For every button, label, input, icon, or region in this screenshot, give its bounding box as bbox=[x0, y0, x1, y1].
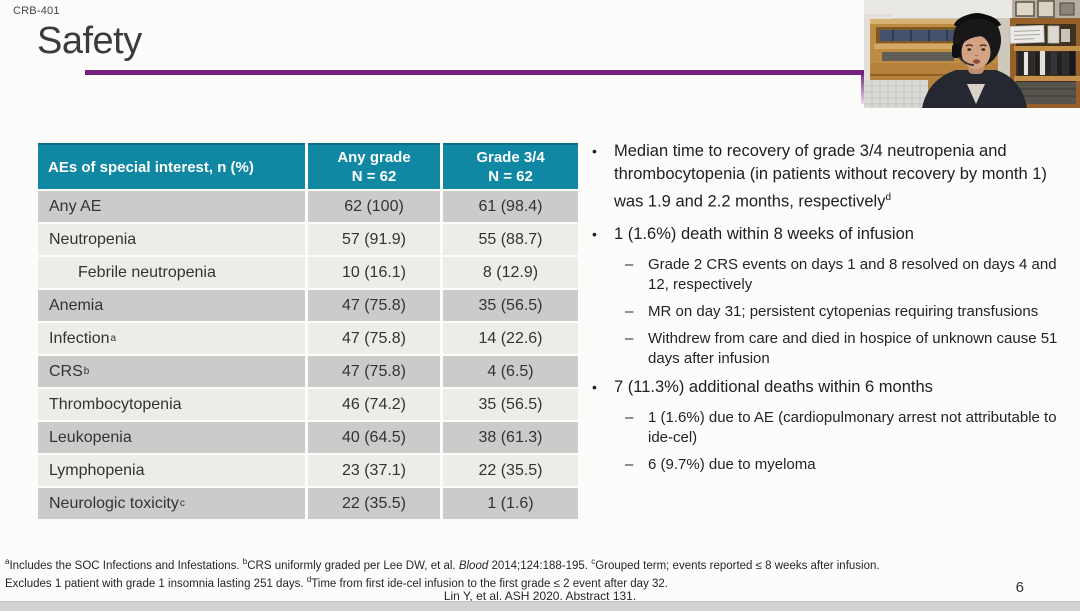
table-cell: 14 (22.6) bbox=[443, 323, 578, 354]
headset-earpiece bbox=[952, 44, 961, 58]
program-label: CRB-401 bbox=[13, 5, 60, 17]
page-number: 6 bbox=[1015, 579, 1024, 596]
sub-bullet-item: – Grade 2 CRS events on days 1 and 8 res… bbox=[625, 255, 1057, 293]
table-cell: 8 (12.9) bbox=[443, 257, 578, 288]
table-cell: 22 (35.5) bbox=[443, 455, 578, 486]
dash-icon: – bbox=[625, 329, 634, 347]
table-row-label: Anemia bbox=[38, 290, 305, 321]
bookshelf bbox=[1009, 18, 1080, 108]
sub-bullet-item: – 1 (1.6%) due to AE (cardiopulmonary ar… bbox=[625, 408, 1057, 446]
table-row-label: CRS b bbox=[38, 356, 305, 387]
table-cell: 4 (6.5) bbox=[443, 356, 578, 387]
bullet-icon: • bbox=[592, 143, 597, 159]
table-cell: 47 (75.8) bbox=[308, 323, 440, 354]
table-row-label: Infection a bbox=[38, 323, 305, 354]
table-cell: 55 (88.7) bbox=[443, 224, 578, 255]
table-cell: 57 (91.9) bbox=[308, 224, 440, 255]
face bbox=[961, 35, 991, 69]
table-row-label: Neutropenia bbox=[38, 224, 305, 255]
table-row-label: Any AE bbox=[38, 191, 305, 222]
divider-artifact bbox=[861, 72, 864, 104]
dash-icon: – bbox=[625, 302, 634, 320]
table-cell: 35 (56.5) bbox=[443, 290, 578, 321]
footnote-line-2: Excludes 1 patient with grade 1 insomnia… bbox=[5, 574, 668, 590]
table-cell: 62 (100) bbox=[308, 191, 440, 222]
letterbox-strip bbox=[0, 601, 1080, 611]
bullet-item: • 1 (1.6%) death within 8 weeks of infus… bbox=[592, 223, 1076, 246]
table-cell: 46 (74.2) bbox=[308, 389, 440, 420]
page-title: Safety bbox=[37, 20, 142, 62]
table-cell: 47 (75.8) bbox=[308, 290, 440, 321]
ae-table: AEs of special interest, n (%) Any grade… bbox=[38, 143, 578, 519]
dash-icon: – bbox=[625, 455, 634, 473]
headset-band bbox=[953, 13, 1002, 28]
table-row-label: Neurologic toxicity c bbox=[38, 488, 305, 519]
table-cell: 35 (56.5) bbox=[443, 389, 578, 420]
table-row-label: Lymphopenia bbox=[38, 455, 305, 486]
bullet-icon: • bbox=[592, 225, 597, 242]
table-header-grade34: Grade 3/4 N = 62 bbox=[443, 143, 578, 189]
table-cell: 23 (37.1) bbox=[308, 455, 440, 486]
dash-icon: – bbox=[625, 408, 634, 426]
table-row-label: Leukopenia bbox=[38, 422, 305, 453]
table-cell: 10 (16.1) bbox=[308, 257, 440, 288]
footnote-line-1: aIncludes the SOC Infections and Infesta… bbox=[5, 557, 880, 572]
presenter bbox=[922, 13, 1027, 108]
table-cell: 22 (35.5) bbox=[308, 488, 440, 519]
headset-mic bbox=[958, 56, 975, 66]
chair-mesh bbox=[864, 80, 928, 108]
bullet-icon: • bbox=[592, 378, 597, 395]
title-divider bbox=[85, 70, 864, 75]
bullet-item: • Median time to recovery of grade 3/4 n… bbox=[592, 140, 1076, 214]
bullet-item: • 7 (11.3%) additional deaths within 6 m… bbox=[592, 376, 1076, 399]
table-cell: 47 (75.8) bbox=[308, 356, 440, 387]
table-cell: 40 (64.5) bbox=[308, 422, 440, 453]
key-points: • Median time to recovery of grade 3/4 n… bbox=[592, 140, 1076, 482]
table-cell: 38 (61.3) bbox=[443, 422, 578, 453]
presenter-webcam bbox=[864, 0, 1080, 108]
table-row-label: Thrombocytopenia bbox=[38, 389, 305, 420]
sub-bullet-item: – 6 (9.7%) due to myeloma bbox=[625, 455, 816, 473]
table-row-label: Febrile neutropenia bbox=[38, 257, 305, 288]
citation: Lin Y, et al. ASH 2020. Abstract 131. bbox=[443, 589, 637, 603]
footnotes: aIncludes the SOC Infections and Infesta… bbox=[5, 556, 1075, 592]
sub-bullet-item: – Withdrew from care and died in hospice… bbox=[625, 329, 1058, 367]
table-cell: 61 (98.4) bbox=[443, 191, 578, 222]
sub-bullet-item: – MR on day 31; persistent cytopenias re… bbox=[625, 302, 1039, 320]
mouth bbox=[972, 59, 981, 64]
table-header-any-grade: Any grade N = 62 bbox=[308, 143, 440, 189]
dash-icon: – bbox=[625, 255, 634, 273]
table-header-aes: AEs of special interest, n (%) bbox=[38, 143, 305, 189]
table-cell: 1 (1.6) bbox=[443, 488, 578, 519]
